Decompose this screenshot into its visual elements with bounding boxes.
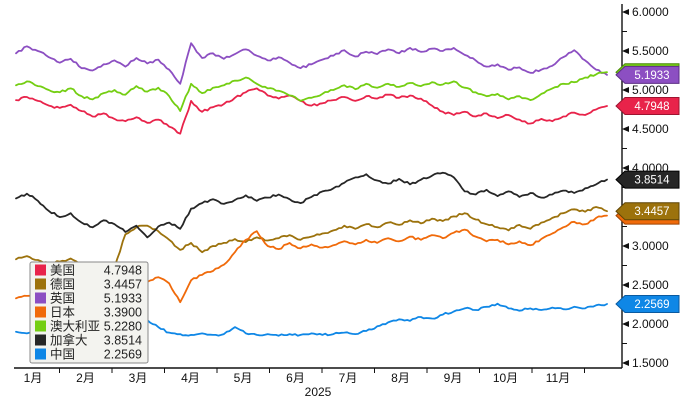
value-badge-label-cn: 2.2569 [634, 299, 669, 311]
value-badge-de [615, 202, 680, 221]
series-line-au [15, 71, 608, 112]
legend-value-us: 4.7948 [104, 264, 142, 278]
legend-swatch-cn [35, 348, 46, 360]
legend-swatch-ca [35, 334, 46, 346]
series-line-de [15, 206, 608, 270]
y-major-tick [622, 360, 629, 366]
value-badge-uk [615, 65, 680, 84]
x-tick-label: 8月 [391, 371, 410, 385]
x-tick-label: 11月 [546, 371, 570, 385]
series-line-uk [15, 42, 608, 85]
legend-row-us[interactable]: 美国 4.7948 [35, 264, 142, 278]
x-tick-label: 2月 [76, 371, 95, 385]
value-badge-label-uk: 5.1933 [634, 70, 669, 82]
legend-swatch-au [35, 320, 46, 332]
legend-swatch-uk [35, 292, 46, 304]
series-line-ca [15, 171, 608, 239]
legend-value-uk: 5.1933 [104, 292, 142, 306]
legend-swatch-de [35, 278, 46, 290]
x-axis-year-label: 2025 [305, 385, 332, 399]
y-major-tick [622, 243, 629, 249]
legend-name-uk: 英国 [50, 292, 75, 306]
value-badge-label-us: 4.7948 [634, 101, 669, 113]
legend-row-cn[interactable]: 中国 2.2569 [35, 347, 142, 362]
x-tick-label: 4月 [181, 371, 200, 385]
legend-value-ca: 3.8514 [104, 334, 142, 348]
legend-value-cn: 2.2569 [104, 348, 142, 362]
x-tick-label: 5月 [234, 371, 253, 385]
x-tick-label: 9月 [444, 371, 463, 385]
y-major-tick [622, 9, 629, 15]
y-tick-label: 2.0000 [632, 317, 669, 331]
y-tick-label: 3.0000 [632, 239, 669, 253]
y-major-tick [622, 321, 629, 327]
legend-value-jp: 3.3900 [104, 306, 142, 320]
legend-row-ca[interactable]: 加拿大 3.8514 [35, 333, 142, 348]
legend-swatch-us [35, 264, 46, 276]
legend-name-jp: 日本 [50, 306, 76, 320]
legend-name-de: 德国 [50, 277, 75, 292]
y-major-tick [622, 282, 629, 288]
y-major-tick [622, 126, 629, 132]
y-tick-label: 1.5000 [632, 356, 669, 370]
legend-name-ca: 加拿大 [50, 333, 88, 348]
y-major-tick [622, 165, 629, 171]
legend-row-de[interactable]: 德国 3.4457 [35, 277, 142, 292]
legend-value-au: 5.2280 [104, 320, 142, 334]
legend-swatch-jp [35, 306, 46, 318]
legend-name-us: 美国 [50, 264, 75, 278]
value-badge-cn [615, 294, 680, 313]
x-tick-label: 7月 [339, 371, 358, 385]
value-badge-ca [615, 170, 680, 189]
value-badge-label-ca: 3.8514 [634, 175, 670, 187]
legend-row-uk[interactable]: 英国 5.1933 [35, 292, 142, 306]
legend-row-jp[interactable]: 日本 3.3900 [35, 306, 142, 320]
series-line-us [15, 87, 608, 135]
y-tick-label: 4.5000 [632, 122, 669, 136]
x-tick-label: 10月 [493, 371, 518, 385]
legend-name-cn: 中国 [50, 347, 75, 362]
legend-value-de: 3.4457 [104, 278, 142, 292]
y-tick-label: 5.5000 [632, 44, 669, 58]
value-badges-layer: 5.22805.19333.39003.44574.79483.85142.25… [615, 63, 680, 313]
value-badge-label-de: 3.4457 [634, 206, 669, 218]
y-tick-label: 2.5000 [632, 278, 669, 292]
legend-name-au: 澳大利亚 [50, 320, 100, 334]
y-tick-label: 6.0000 [632, 5, 669, 19]
x-tick-label: 3月 [129, 371, 148, 385]
y-major-tick [622, 48, 629, 54]
legend-box [29, 261, 149, 364]
y-tick-label: 5.0000 [632, 83, 669, 97]
legend: 美国 4.7948 德国 3.4457 英国 5.1933 日本 3.3900 澳大利亚 5.22… [29, 261, 149, 364]
x-tick-label: 6月 [286, 371, 305, 385]
x-tick-label: 1月 [24, 371, 43, 385]
value-badge-us [615, 97, 680, 116]
legend-row-au[interactable]: 澳大利亚 5.2280 [35, 320, 142, 334]
y-major-tick [622, 87, 629, 93]
